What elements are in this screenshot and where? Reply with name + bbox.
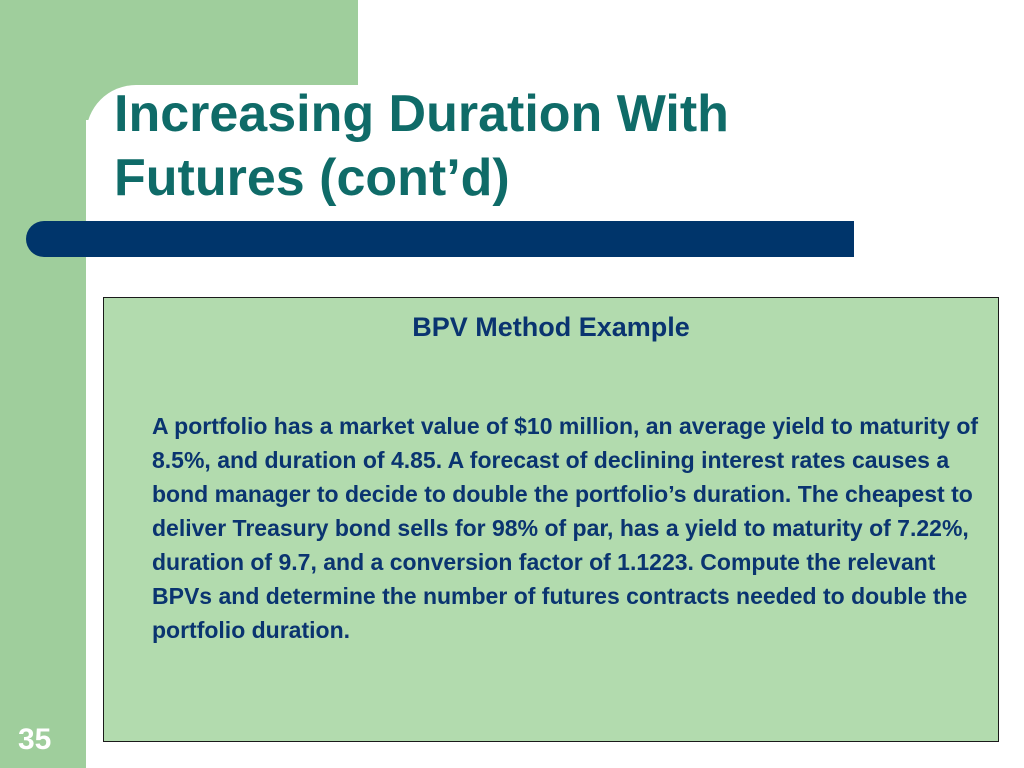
slide-number: 35	[18, 723, 52, 756]
title-divider-bar	[26, 221, 854, 257]
slide-title-line-1: Increasing Duration With	[114, 85, 729, 143]
example-box: BPV Method Example A portfolio has a mar…	[103, 297, 999, 742]
example-heading: BPV Method Example	[412, 312, 690, 342]
left-accent-band	[0, 0, 86, 768]
slide-title-line-2: Futures (cont’d)	[114, 149, 510, 207]
example-body-text: A portfolio has a market value of $10 mi…	[152, 413, 979, 643]
slide-title: Increasing Duration With Futures (cont’d…	[114, 82, 874, 210]
